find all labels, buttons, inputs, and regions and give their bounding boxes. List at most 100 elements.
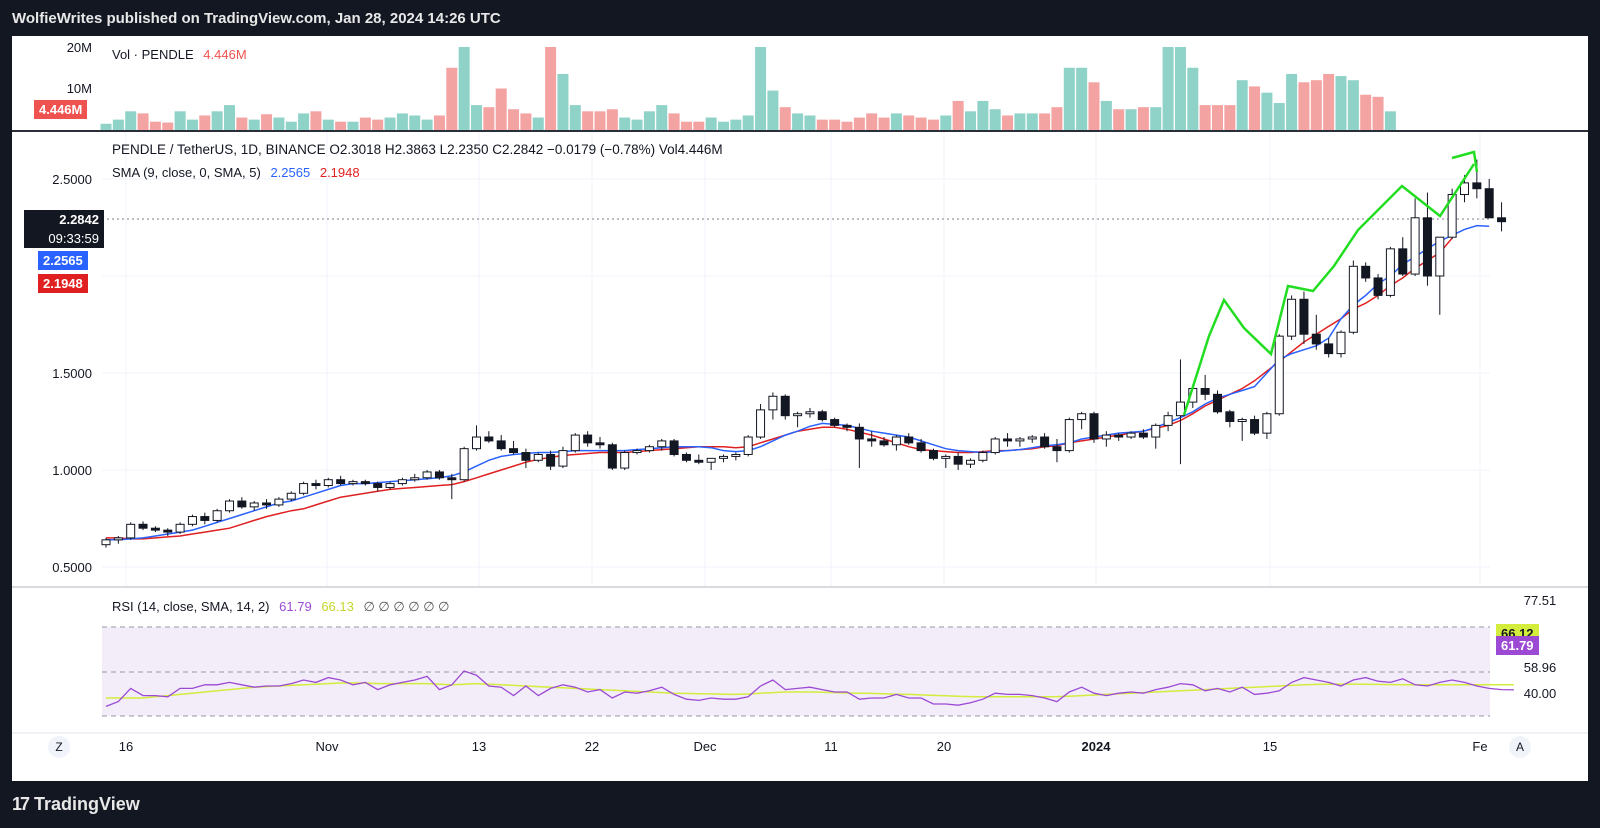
candle-body (323, 479, 333, 487)
candle-body (150, 527, 160, 531)
candle-body (1361, 265, 1371, 279)
candle-body (570, 434, 580, 452)
sma-legend: SMA (9, close, 0, SMA, 5) 2.2565 2.1948 (112, 165, 360, 180)
candle-body (756, 409, 766, 438)
candle-body (237, 500, 247, 508)
chart-svg[interactable]: 20M 10M 2.5000 1.5000 1.0000 0.5000 77.5… (12, 36, 1588, 781)
candle-body (472, 436, 481, 450)
volume-bar (125, 111, 137, 130)
candle-body (373, 483, 383, 488)
volume-bar (1026, 113, 1038, 130)
volume-bar (606, 109, 618, 130)
volume-bar (508, 109, 520, 130)
candle-body (533, 453, 543, 461)
candle-body (1077, 413, 1087, 421)
candle-body (138, 523, 148, 529)
volume-bar (767, 90, 779, 130)
rsi-line (105, 670, 1514, 708)
candle-body (854, 426, 864, 440)
candle-body (1460, 182, 1469, 196)
annotation-path[interactable] (1182, 163, 1476, 416)
time-label: 2024 (1082, 739, 1112, 754)
candle-body (274, 498, 284, 506)
volume-bar (421, 119, 433, 130)
candle-body (1225, 411, 1235, 422)
candle-body (706, 457, 716, 463)
volume-bar (1249, 86, 1261, 130)
candle-body (200, 516, 210, 521)
volume-bar (656, 105, 668, 130)
candle-body (928, 450, 938, 459)
candle-body (1163, 415, 1173, 426)
rsi-value-tag: 61.79 (1496, 636, 1539, 655)
volume-bar (1360, 94, 1372, 130)
rsi-tick: 58.96 (1524, 660, 1557, 675)
volume-bar (149, 121, 161, 130)
candle-body (113, 537, 123, 541)
volume-bar (1063, 67, 1075, 130)
candle-body (434, 471, 444, 479)
zoom-button[interactable]: Z (48, 736, 70, 758)
candle-body (1299, 298, 1309, 335)
candle-body (1422, 217, 1432, 277)
candle-body (1410, 217, 1420, 275)
volume-bar (1323, 73, 1335, 130)
candle-body (1213, 393, 1222, 413)
candle-body (1398, 248, 1408, 275)
price-legend: PENDLE / TetherUS, 1D, BINANCE O2.3018 H… (112, 142, 723, 157)
candle-body (1250, 419, 1260, 434)
volume-bar (643, 111, 655, 130)
candle-body (1064, 419, 1074, 452)
volume-bar (1187, 67, 1199, 130)
candle-body (817, 411, 827, 421)
candle-body (595, 442, 605, 446)
rsi-lines (105, 670, 1514, 708)
volume-bar (1335, 76, 1347, 130)
volume-bar (1174, 47, 1186, 130)
candle-body (1274, 335, 1284, 415)
chart-frame[interactable]: 20M 10M 2.5000 1.5000 1.0000 0.5000 77.5… (12, 36, 1588, 781)
volume-bar (199, 115, 211, 130)
candle-body (187, 516, 197, 525)
volume-bar (273, 117, 285, 130)
candle-body (1114, 434, 1124, 438)
candle-body (1324, 343, 1334, 355)
volume-bar (433, 115, 445, 130)
volume-bar (829, 119, 841, 130)
candle-body (262, 502, 272, 506)
volume-bar (471, 105, 482, 130)
volume-legend: Vol · PENDLE 4.446M (112, 47, 247, 62)
volume-bar (236, 117, 248, 130)
volume-bar (557, 73, 569, 130)
price-grid (102, 132, 1490, 586)
candle-body (336, 479, 346, 485)
volume-bar (359, 117, 371, 130)
annotation-arrowhead-icon[interactable] (1451, 150, 1479, 173)
candles (101, 159, 1507, 548)
candle-body (1348, 265, 1358, 333)
time-label: 15 (1263, 739, 1277, 754)
candle-body (879, 440, 889, 446)
volume-bar (1199, 105, 1211, 130)
volume-bar (915, 117, 927, 130)
volume-bar (853, 117, 865, 130)
volume-bar (1372, 96, 1384, 130)
auto-scale-button[interactable]: A (1509, 736, 1531, 758)
candle-body (286, 492, 296, 500)
candle-body (1175, 401, 1185, 417)
candle-body (1003, 438, 1013, 442)
candle-body (1200, 388, 1210, 395)
time-label: 16 (119, 739, 133, 754)
volume-bar (1162, 47, 1174, 130)
volume-bar (1137, 107, 1149, 130)
candle-body (620, 452, 630, 469)
tradingview-logo-text: TradingView (34, 794, 140, 814)
candle-body (867, 438, 877, 442)
candle-body (459, 448, 469, 481)
volume-bar (693, 121, 705, 130)
volume-bar (1051, 107, 1063, 130)
volume-bars (100, 47, 1396, 130)
candle-body (1040, 436, 1050, 448)
candle-body (509, 448, 519, 454)
tradingview-logo[interactable]: 17 TradingView (12, 794, 140, 815)
